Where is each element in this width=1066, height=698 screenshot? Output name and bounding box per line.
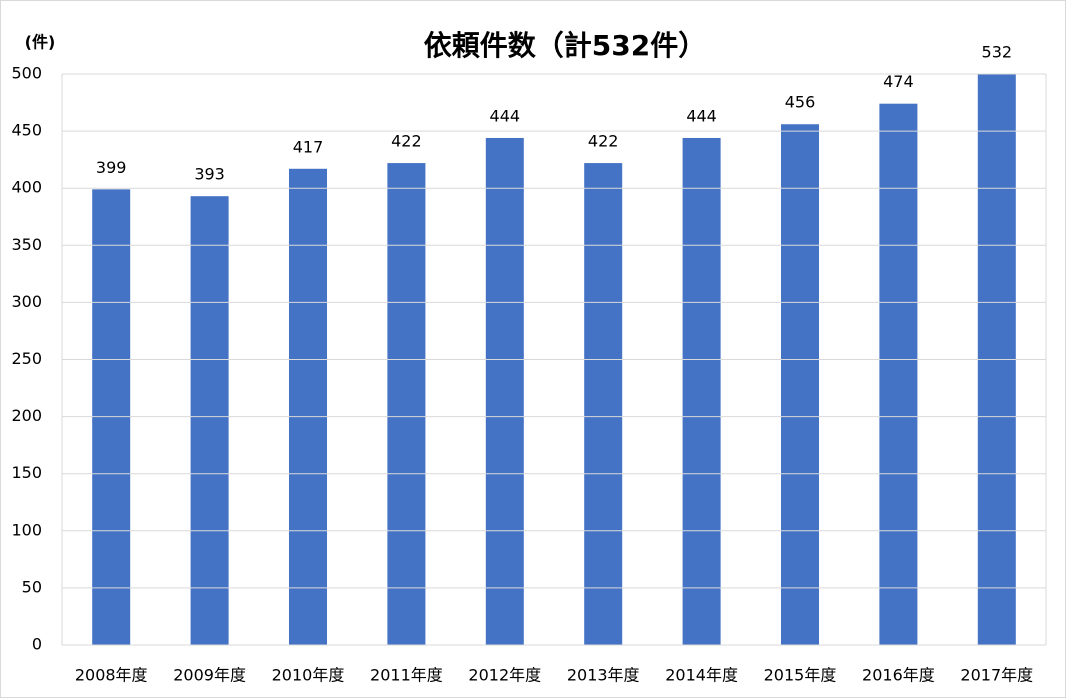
x-tick-label: 2014年度 — [665, 666, 738, 685]
bar — [190, 196, 229, 645]
data-label: 456 — [785, 93, 816, 112]
bar — [781, 124, 819, 645]
bar — [977, 74, 1016, 645]
chart-title: 依頼件数（計532件） — [424, 29, 706, 62]
data-label: 532 — [982, 43, 1013, 62]
y-tick-label: 450 — [11, 121, 42, 140]
bar — [485, 137, 524, 645]
y-tick-label: 350 — [11, 235, 42, 254]
data-label: 422 — [588, 132, 619, 151]
y-tick-label: 200 — [11, 406, 42, 425]
y-tick-label: 100 — [11, 520, 42, 539]
data-label: 474 — [883, 72, 914, 91]
y-tick-label: 250 — [11, 349, 42, 368]
y-tick-label: 50 — [22, 577, 42, 596]
data-label: 399 — [96, 158, 127, 177]
bar — [289, 168, 327, 645]
y-tick-label: 0 — [32, 635, 42, 654]
data-label: 444 — [490, 106, 521, 125]
data-label: 393 — [194, 165, 225, 184]
x-tick-label: 2010年度 — [272, 666, 345, 685]
bar — [682, 137, 721, 645]
bar — [584, 163, 623, 645]
x-tick-label: 2008年度 — [75, 666, 148, 685]
data-label: 444 — [686, 106, 717, 125]
y-tick-label: 150 — [11, 463, 42, 482]
x-tick-label: 2009年度 — [173, 666, 246, 685]
x-tick-label: 2017年度 — [960, 666, 1033, 685]
y-tick-label: 500 — [11, 64, 42, 83]
x-tick-label: 2011年度 — [370, 666, 443, 685]
x-tick-label: 2015年度 — [764, 666, 837, 685]
x-tick-label: 2012年度 — [468, 666, 541, 685]
y-axis-label: (件) — [25, 33, 56, 52]
bar — [387, 163, 426, 645]
x-tick-label: 2016年度 — [862, 666, 935, 685]
bar — [92, 189, 131, 645]
bar — [879, 103, 918, 645]
y-tick-label: 300 — [11, 292, 42, 311]
data-label: 422 — [391, 132, 422, 151]
plot-area — [92, 74, 1016, 645]
data-label: 417 — [293, 137, 324, 156]
x-tick-label: 2013年度 — [567, 666, 640, 685]
y-tick-label: 400 — [11, 178, 42, 197]
